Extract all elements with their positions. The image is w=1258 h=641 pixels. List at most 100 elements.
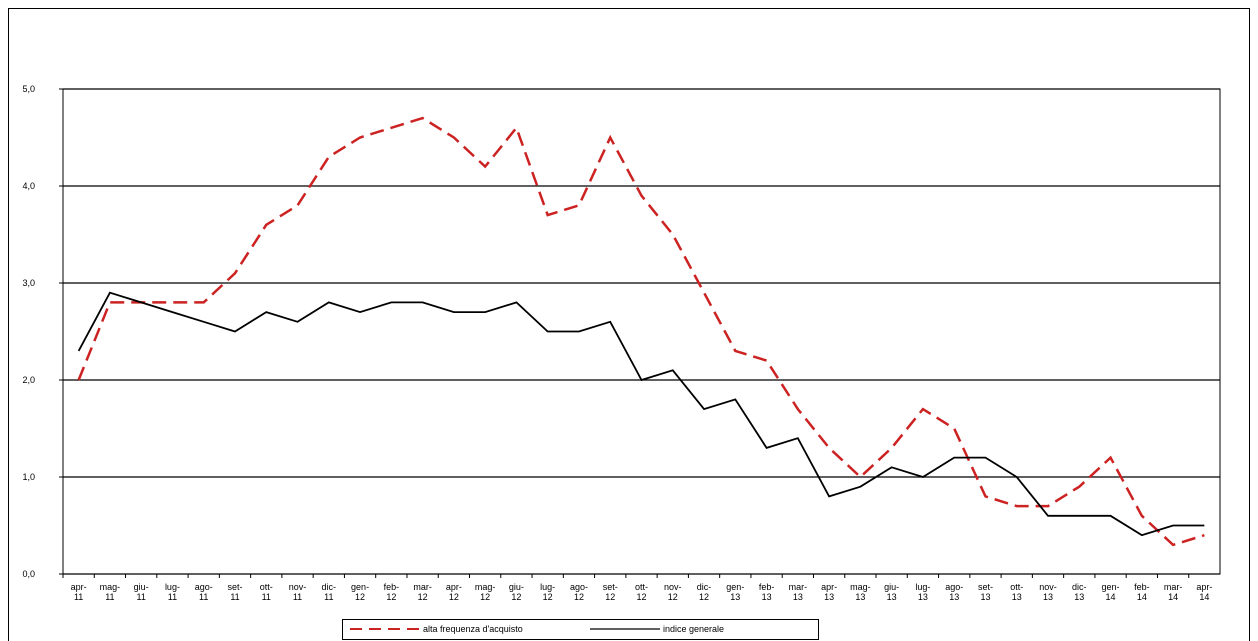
x-tick-label-part: 12 [480, 592, 490, 602]
x-tick-label-part: feb- [1134, 582, 1150, 592]
x-tick-label: gen-12 [351, 582, 369, 602]
x-tick-label: ott-11 [260, 582, 273, 602]
x-tick-label-part: gen- [726, 582, 744, 592]
x-tick-label-part: nov- [1039, 582, 1057, 592]
x-tick-label-part: 13 [730, 592, 740, 602]
x-tick-label: apr-13 [821, 582, 837, 602]
y-tick-label: 1,0 [22, 472, 35, 482]
x-tick-label-part: dic- [697, 582, 712, 592]
x-tick-label-part: 12 [668, 592, 678, 602]
x-tick-label-part: gen- [1102, 582, 1120, 592]
x-tick-label-part: 12 [355, 592, 365, 602]
legend-box [342, 619, 819, 640]
x-tick-label-part: 11 [230, 592, 239, 602]
legend: alta frequenza d'acquisto indice generale [342, 619, 819, 640]
x-tick-label-part: set- [978, 582, 993, 592]
x-tick-label-part: 12 [511, 592, 521, 602]
x-tick-label-part: nov- [664, 582, 682, 592]
series-line [77, 291, 1205, 537]
x-tick-label-part: 13 [1043, 592, 1053, 602]
x-tick-label-part: gen- [351, 582, 369, 592]
x-tick-label: mar-14 [1164, 582, 1183, 602]
x-tick-label-part: apr- [71, 582, 87, 592]
x-tick-label: nov-12 [664, 582, 682, 602]
x-tick-label-part: giu- [509, 582, 524, 592]
x-tick-label-part: 13 [1012, 592, 1022, 602]
x-tick-label-part: lug- [915, 582, 930, 592]
x-tick-label-part: ago- [195, 582, 213, 592]
y-tick-label: 3,0 [22, 278, 35, 288]
x-tick-label-part: feb- [759, 582, 775, 592]
x-tick-label-part: 13 [793, 592, 803, 602]
x-tick-label-part: 14 [1137, 592, 1147, 602]
legend-label: indice generale [663, 624, 724, 634]
x-tick-label: lug-12 [540, 582, 555, 602]
x-tick-label-part: giu- [884, 582, 899, 592]
x-tick-label-part: 12 [636, 592, 646, 602]
x-tick-label: apr-14 [1196, 582, 1212, 602]
x-tick-label-part: apr- [1196, 582, 1212, 592]
x-tick-label-part: dic- [1072, 582, 1087, 592]
x-tick-label: feb-12 [384, 582, 400, 602]
x-tick-label-part: 11 [199, 592, 208, 602]
y-tick-label: 0,0 [22, 569, 35, 579]
x-tick-label-part: 12 [418, 592, 428, 602]
x-tick-label: ago-12 [570, 582, 588, 602]
x-tick-label-part: 12 [605, 592, 615, 602]
x-tick-label-part: mar- [1164, 582, 1183, 592]
x-tick-label-part: 13 [887, 592, 897, 602]
x-tick-label-part: 12 [543, 592, 553, 602]
x-tick-label-part: 11 [168, 592, 177, 602]
x-tick-label-part: nov- [289, 582, 307, 592]
x-tick-label-part: 13 [949, 592, 959, 602]
x-tick-label-part: 11 [74, 592, 83, 602]
x-tick-label-part: mar- [413, 582, 432, 592]
x-tick-label: apr-11 [71, 582, 87, 602]
x-tick-label-part: 13 [980, 592, 990, 602]
x-tick-label: giu-13 [884, 582, 899, 602]
x-tick-label: ott-12 [635, 582, 648, 602]
x-tick-label-part: 13 [762, 592, 772, 602]
series-line [77, 116, 1205, 547]
x-tick-label-part: dic- [322, 582, 337, 592]
x-tick-label: ott-13 [1010, 582, 1023, 602]
x-tick-label-part: mag- [100, 582, 121, 592]
x-tick-label: mar-12 [413, 582, 432, 602]
x-tick-label-part: 12 [386, 592, 396, 602]
x-tick-label-part: lug- [540, 582, 555, 592]
x-tick-label-part: set- [227, 582, 242, 592]
x-tick-label-part: lug- [165, 582, 180, 592]
x-tick-label-part: giu- [134, 582, 149, 592]
x-tick-label-part: 12 [574, 592, 584, 602]
x-tick-label: feb-13 [759, 582, 775, 602]
x-tick-label: giu-12 [509, 582, 524, 602]
x-tick-label-part: 11 [293, 592, 302, 602]
x-tick-label-part: 13 [855, 592, 865, 602]
plot-area [62, 88, 1221, 575]
x-tick-label-part: 12 [449, 592, 459, 602]
x-tick-label-part: ago- [570, 582, 588, 592]
x-tick-label-part: 13 [1074, 592, 1084, 602]
x-tick-label-part: set- [603, 582, 618, 592]
x-tick-label-part: 14 [1106, 592, 1116, 602]
x-tick-label: set-12 [603, 582, 618, 602]
x-tick-label-part: 11 [262, 592, 271, 602]
x-tick-label: mag-13 [850, 582, 871, 602]
x-tick-label-part: 13 [918, 592, 928, 602]
x-tick-label: apr-12 [446, 582, 462, 602]
x-tick-label-part: mar- [789, 582, 808, 592]
x-tick-label-part: ott- [635, 582, 648, 592]
x-tick-label: nov-11 [289, 582, 307, 602]
x-tick-label-part: ott- [1010, 582, 1023, 592]
x-tick-label: feb-14 [1134, 582, 1150, 602]
x-tick-label: mar-13 [789, 582, 808, 602]
x-tick-label-part: mag- [850, 582, 871, 592]
y-tick-label: 4,0 [22, 181, 35, 191]
x-tick-label-part: apr- [446, 582, 462, 592]
x-tick-label-part: 11 [105, 592, 114, 602]
x-tick-label: mag-11 [100, 582, 121, 602]
x-tick-label-part: 11 [137, 592, 146, 602]
y-tick-label: 5,0 [22, 84, 35, 94]
x-tick-label: dic-12 [697, 582, 712, 602]
